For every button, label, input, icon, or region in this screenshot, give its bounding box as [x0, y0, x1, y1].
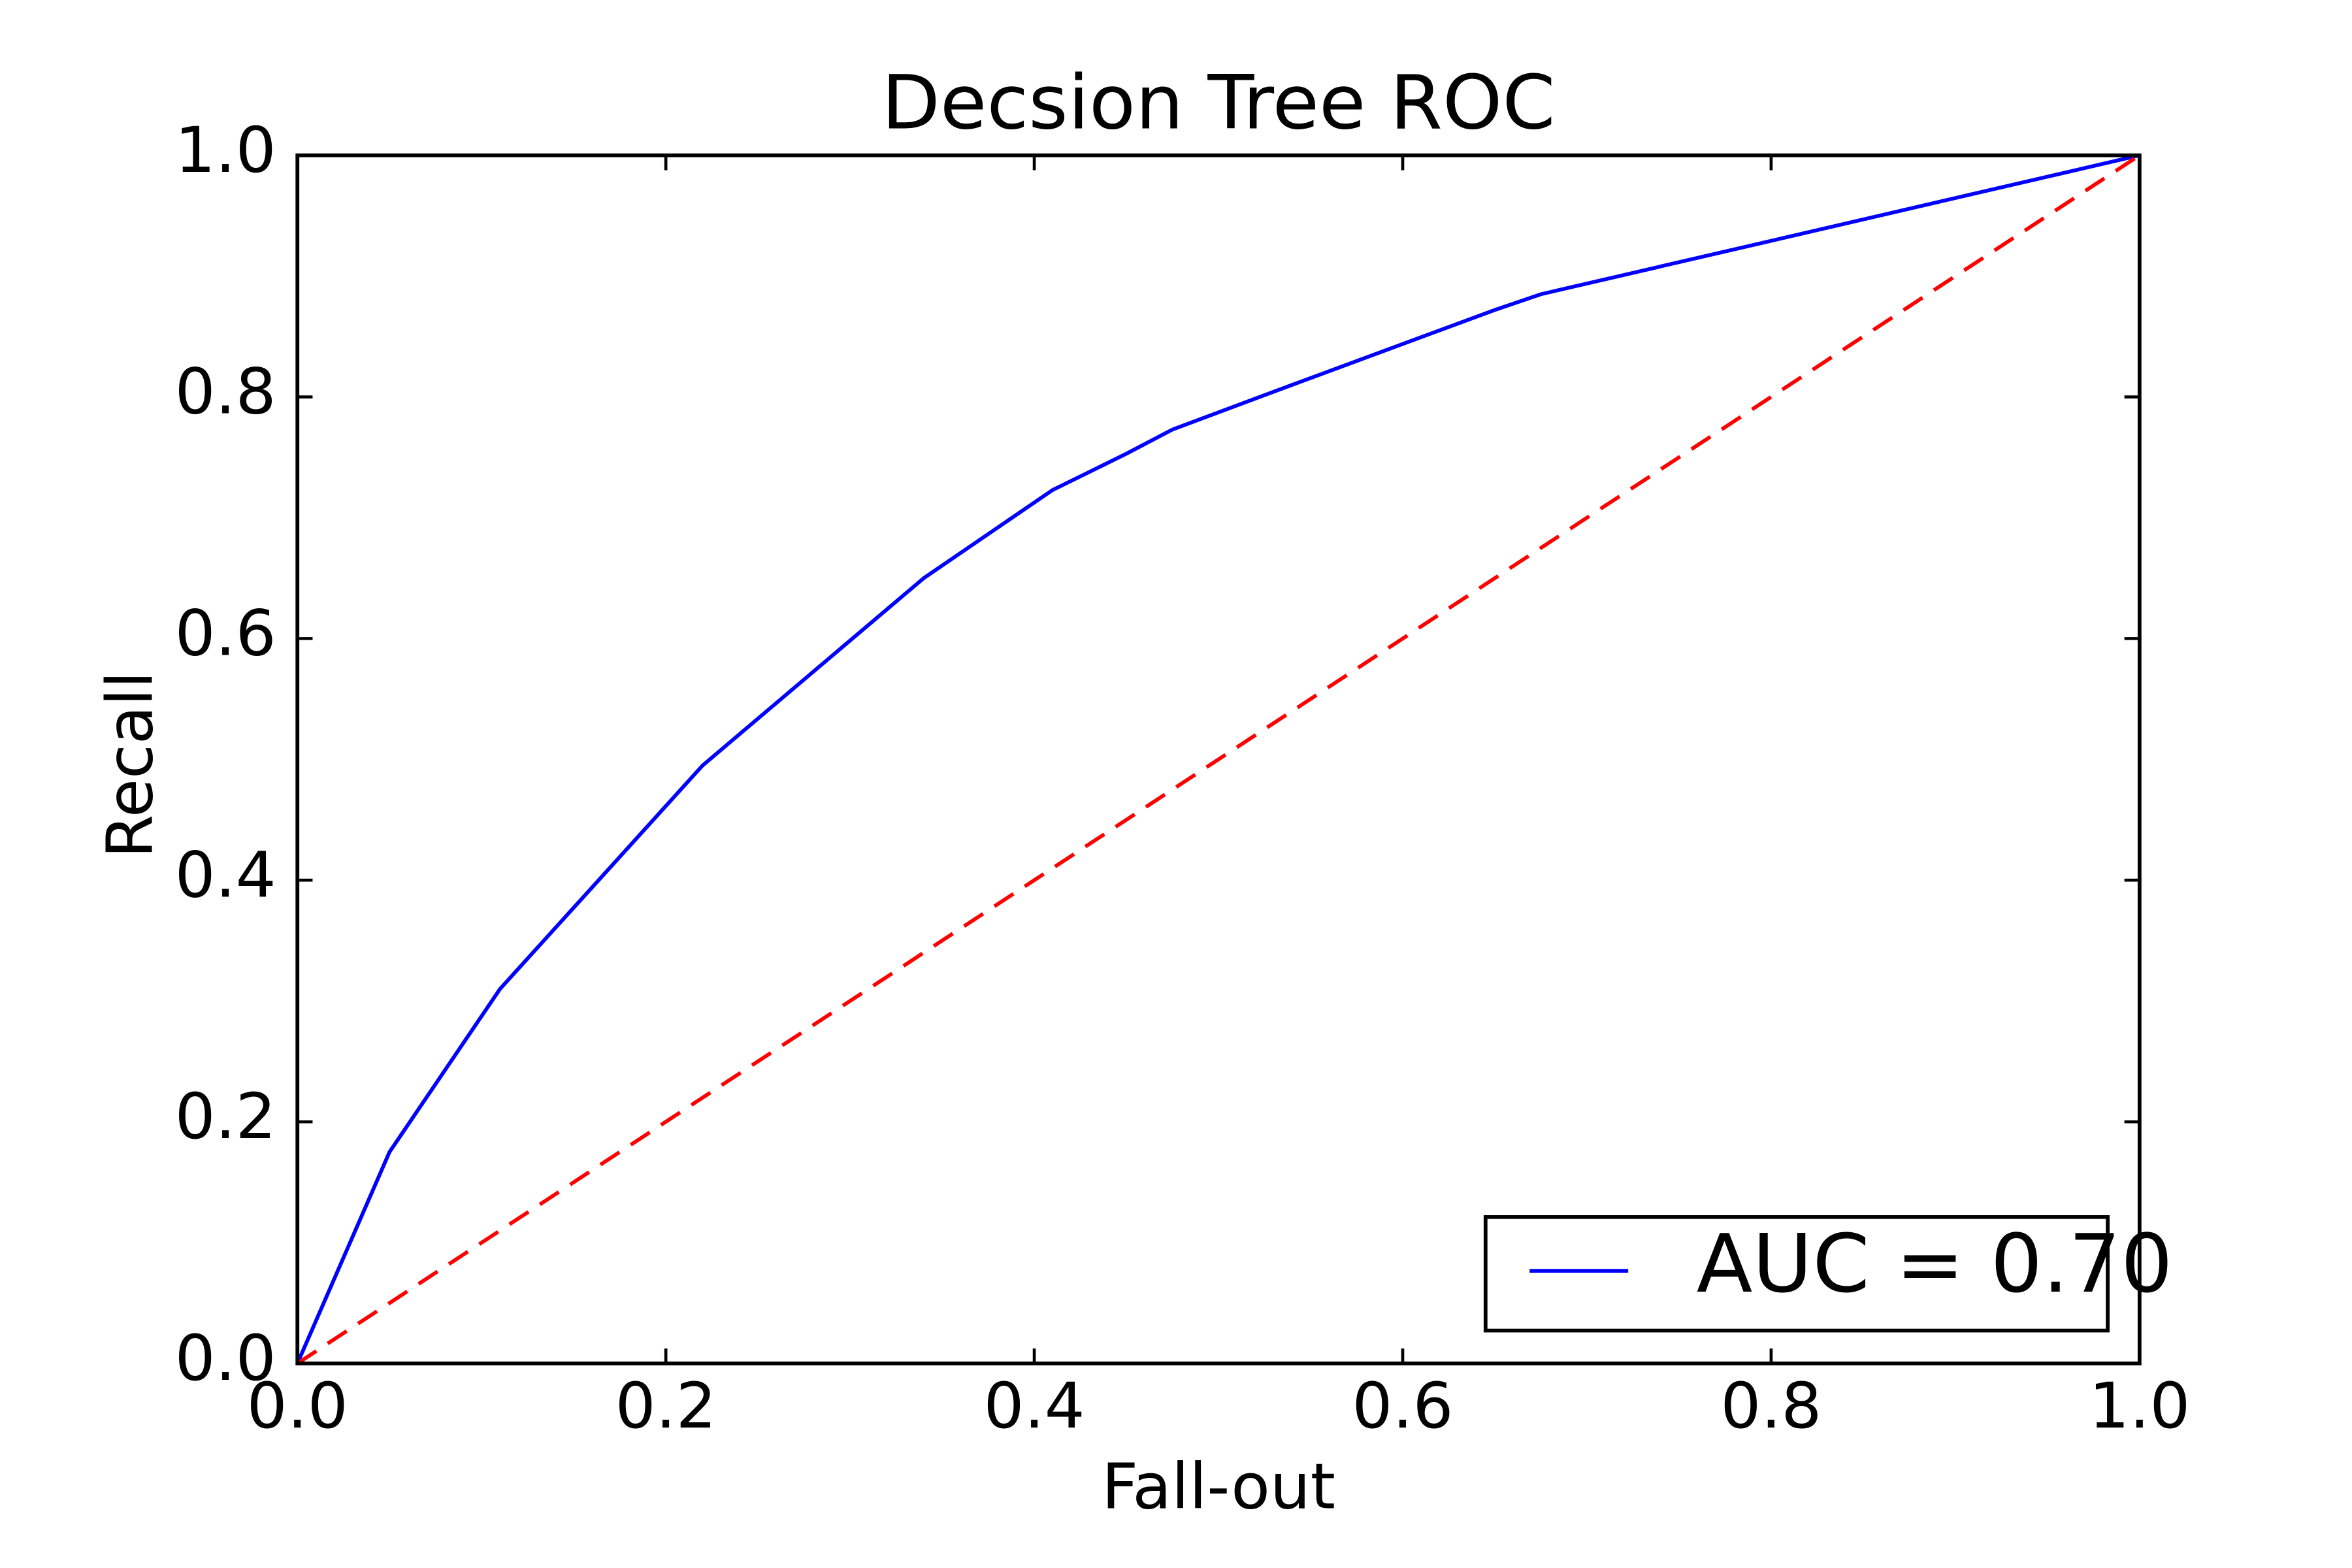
- x-tick-label: 0.8: [1720, 1369, 1821, 1443]
- roc-curve-line: [295, 153, 2140, 1364]
- y-tick-label: 0.6: [175, 596, 276, 670]
- y-tick-label: 0.2: [175, 1080, 276, 1153]
- chance-diagonal-line: [296, 154, 2141, 1365]
- x-tick-label: 0.6: [1352, 1369, 1453, 1443]
- axes-frame: [295, 153, 2142, 1365]
- y-axis-label: Recall: [93, 671, 167, 858]
- legend-box: [1483, 1215, 2110, 1333]
- y-tick-label: 0.8: [175, 355, 276, 428]
- x-tick-label: 1.0: [2089, 1369, 2190, 1443]
- x-tick-label: 0.0: [247, 1369, 348, 1443]
- legend-label: AUC = 0.70: [1697, 1218, 2173, 1311]
- x-tick-label: 0.4: [984, 1369, 1085, 1443]
- x-tick-label: 0.2: [615, 1369, 717, 1443]
- x-axis-label: Fall-out: [1102, 1450, 1335, 1523]
- y-tick-label: 0.4: [175, 838, 276, 911]
- y-tick-label: 1.0: [175, 114, 276, 187]
- tick-layer: 0.0 0.2 0.4 0.6 0.8 1.0 0.0 0.2 0.4 0.6 0.8 1.0: [175, 114, 2191, 1443]
- chart-title: Decsion Tree ROC: [882, 59, 1556, 146]
- legend: AUC = 0.70: [1483, 1215, 2173, 1333]
- series-layer: [295, 153, 2141, 1365]
- y-tick-label: 0.0: [175, 1322, 276, 1395]
